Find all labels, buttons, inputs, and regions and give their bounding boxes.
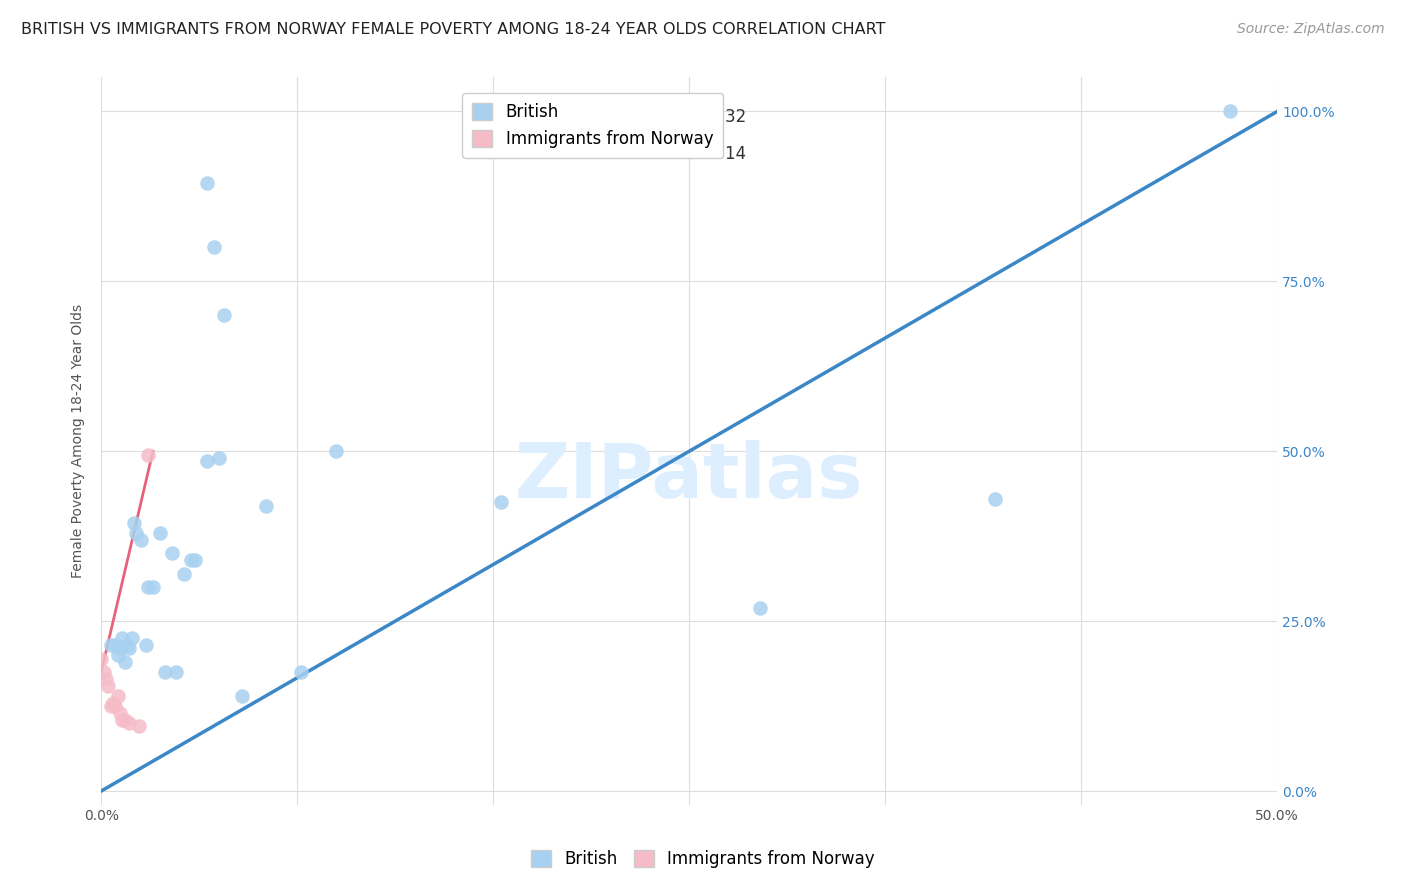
Point [108,706,131,720]
Point [984,491,1007,506]
Legend: British, Immigrants from Norway: British, Immigrants from Norway [524,843,882,875]
Point [1219,104,1241,119]
Point [114,655,136,669]
Point [160,546,183,560]
Point [173,566,195,581]
Point [121,631,143,645]
Point [135,638,157,652]
Point [149,525,172,540]
Point [208,450,231,465]
Point [94,672,117,686]
Point [136,580,159,594]
Point [184,553,207,567]
Point [107,689,129,703]
Point [118,716,141,731]
Point [129,533,152,547]
Point [104,638,127,652]
Point [142,580,165,594]
Point [97,679,120,693]
Point [108,641,131,656]
Point [111,631,134,645]
Point [489,495,512,509]
Point [195,176,218,190]
Point [118,641,141,656]
Point [202,240,225,254]
Point [212,308,235,322]
Text: Source: ZipAtlas.com: Source: ZipAtlas.com [1237,22,1385,37]
Text: R = 0.617   N = 32: R = 0.617 N = 32 [589,109,747,127]
Point [115,638,138,652]
Legend: British, Immigrants from Norway: British, Immigrants from Norway [463,93,723,158]
Point [125,525,148,540]
Y-axis label: Female Poverty Among 18-24 Year Olds: Female Poverty Among 18-24 Year Olds [72,304,86,578]
Point [748,600,770,615]
Point [101,696,124,710]
Text: ZIPatlas: ZIPatlas [515,441,863,515]
Point [122,516,145,530]
Point [254,499,277,513]
Point [104,699,127,714]
Point [100,699,122,714]
Point [90,651,112,665]
Point [153,665,176,679]
Point [128,719,150,733]
Point [231,689,253,703]
Point [111,713,134,727]
Point [195,454,218,468]
Text: BRITISH VS IMMIGRANTS FROM NORWAY FEMALE POVERTY AMONG 18-24 YEAR OLDS CORRELATI: BRITISH VS IMMIGRANTS FROM NORWAY FEMALE… [21,22,886,37]
Text: R = 0.624   N = 14: R = 0.624 N = 14 [589,145,747,163]
Point [114,713,136,727]
Point [136,448,159,462]
Point [180,553,202,567]
Point [100,638,122,652]
Point [166,665,188,679]
Point [325,444,347,458]
Point [107,648,129,662]
Point [93,665,115,679]
Point [290,665,312,679]
